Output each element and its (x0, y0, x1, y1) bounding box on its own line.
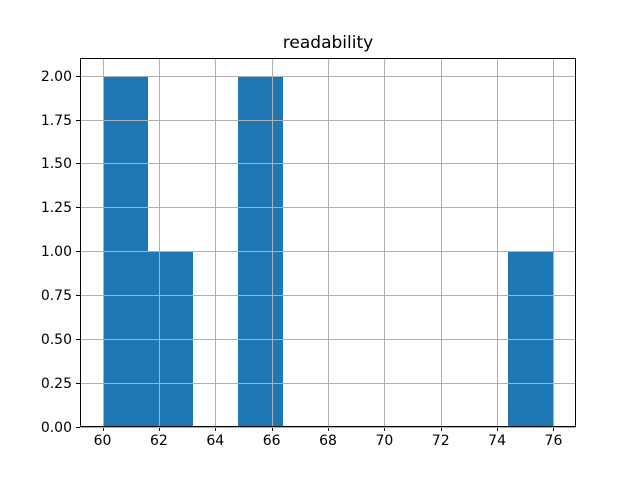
x-tick-label: 68 (319, 433, 337, 449)
y-tick-label: 1.75 (40, 112, 72, 129)
y-tick-mark (76, 295, 80, 297)
x-tick-label: 76 (544, 433, 563, 449)
gridline-vertical (497, 58, 499, 427)
y-tick-mark (76, 163, 80, 165)
gridline-vertical (158, 58, 160, 427)
gridline-vertical (440, 58, 442, 427)
x-tick-mark (328, 427, 329, 431)
histogram-bar (508, 251, 554, 427)
gridline-horizontal (80, 163, 576, 165)
gridline-horizontal (80, 251, 576, 253)
x-tick-mark (384, 427, 386, 431)
y-tick-mark (76, 75, 80, 77)
x-tick-mark (497, 427, 499, 431)
gridline-horizontal (80, 295, 576, 297)
gridline-horizontal (80, 383, 576, 385)
x-tick-mark (158, 427, 160, 431)
histogram-bar (102, 75, 148, 427)
y-tick-label: 0.50 (40, 332, 72, 349)
gridline-vertical (553, 58, 555, 427)
gridline-vertical (384, 58, 386, 427)
y-tick-mark (76, 427, 80, 428)
y-tick-label: 2.00 (40, 68, 72, 85)
gridline-vertical (102, 58, 104, 427)
y-tick-label: 0.75 (40, 288, 72, 305)
y-tick-label: 1.50 (40, 156, 72, 173)
y-tick-mark (76, 383, 80, 385)
y-tick-label: 0.00 (40, 420, 72, 436)
histogram-bar (237, 75, 283, 427)
gridline-vertical (328, 58, 329, 427)
x-tick-label: 66 (262, 433, 281, 449)
y-tick-label: 0.25 (40, 376, 72, 393)
gridline-horizontal (80, 119, 576, 121)
y-tick-mark (76, 207, 80, 209)
x-tick-mark (271, 427, 273, 431)
y-tick-label: 1.25 (40, 200, 72, 217)
y-tick-label: 1.00 (40, 244, 72, 261)
x-tick-label: 74 (488, 433, 506, 449)
x-tick-label: 60 (93, 433, 112, 449)
y-tick-mark (76, 251, 80, 253)
x-tick-label: 70 (375, 433, 394, 449)
gridline-horizontal (80, 339, 576, 341)
x-tick-mark (440, 427, 442, 431)
gridline-horizontal (80, 427, 576, 428)
y-tick-mark (76, 339, 80, 341)
gridline-horizontal (80, 207, 576, 209)
x-tick-mark (553, 427, 555, 431)
histogram-bar (147, 251, 193, 427)
plot-area (80, 58, 576, 428)
x-tick-mark (102, 427, 104, 431)
gridline-horizontal (80, 75, 576, 77)
gridline-vertical (271, 58, 273, 427)
x-tick-label: 62 (149, 433, 168, 449)
chart-title: readability (282, 33, 374, 53)
x-tick-mark (215, 427, 217, 431)
x-tick-label: 64 (206, 433, 225, 449)
y-tick-mark (76, 119, 80, 121)
x-tick-label: 72 (431, 433, 450, 449)
gridline-vertical (215, 58, 217, 427)
